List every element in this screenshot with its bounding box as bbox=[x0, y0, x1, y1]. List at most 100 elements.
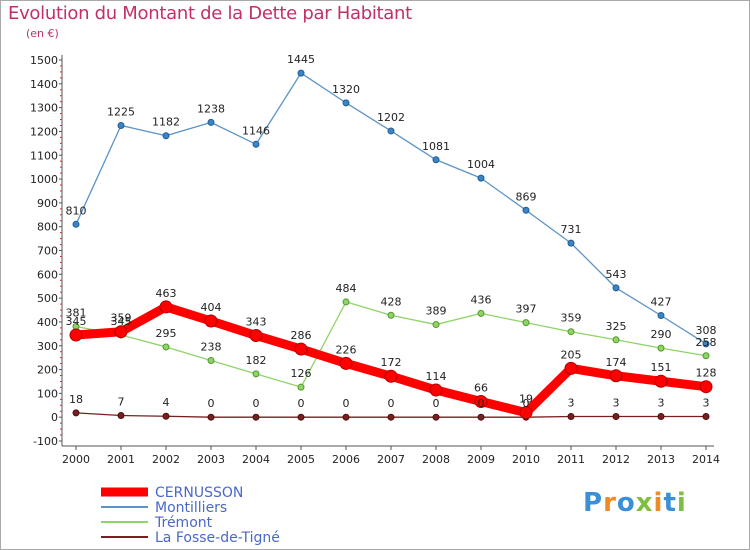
y-tick-label: 900 bbox=[37, 197, 58, 210]
data-label: 463 bbox=[156, 287, 177, 300]
data-point bbox=[609, 369, 623, 383]
data-point bbox=[387, 127, 395, 135]
y-minor-tick bbox=[60, 190, 62, 192]
data-point bbox=[252, 140, 260, 148]
y-minor-tick bbox=[60, 136, 62, 138]
y-minor-tick bbox=[60, 291, 62, 293]
y-minor-tick bbox=[60, 95, 62, 97]
data-label: 359 bbox=[111, 312, 132, 325]
data-label: 427 bbox=[651, 296, 672, 309]
y-tick-label: 0 bbox=[51, 411, 58, 424]
x-tick-label: 2012 bbox=[602, 453, 630, 466]
data-label: 19 bbox=[519, 393, 533, 406]
data-point bbox=[72, 409, 80, 417]
y-tick-label: 1200 bbox=[30, 125, 58, 138]
data-point bbox=[567, 239, 575, 247]
y-minor-tick bbox=[60, 428, 62, 430]
data-label: 1146 bbox=[242, 124, 270, 137]
data-point bbox=[567, 412, 575, 420]
y-minor-tick bbox=[60, 375, 62, 377]
data-point bbox=[432, 321, 440, 329]
data-label: 0 bbox=[343, 397, 350, 410]
data-label: 174 bbox=[606, 356, 627, 369]
data-label: 397 bbox=[516, 303, 537, 316]
legend-label: CERNUSSON bbox=[155, 485, 243, 501]
data-point bbox=[384, 369, 398, 383]
legend-label: Montilliers bbox=[155, 500, 227, 516]
y-minor-tick bbox=[60, 166, 62, 168]
data-label: 1004 bbox=[467, 158, 495, 171]
chart-title: Evolution du Montant de la Dette par Hab… bbox=[8, 3, 412, 24]
y-minor-tick bbox=[60, 255, 62, 257]
data-label: 731 bbox=[561, 223, 582, 236]
data-label: 128 bbox=[696, 367, 717, 380]
y-minor-tick bbox=[60, 351, 62, 353]
data-label: 3 bbox=[703, 396, 710, 409]
y-tick-label: 300 bbox=[37, 340, 58, 353]
data-point bbox=[387, 311, 395, 319]
data-point bbox=[297, 69, 305, 77]
data-label: 3 bbox=[613, 396, 620, 409]
data-label: 359 bbox=[561, 312, 582, 325]
data-label: 0 bbox=[523, 397, 530, 410]
data-label: 345 bbox=[111, 315, 132, 328]
y-minor-tick bbox=[60, 160, 62, 162]
data-point bbox=[567, 328, 575, 336]
data-point bbox=[519, 406, 533, 420]
y-minor-tick bbox=[60, 410, 62, 412]
data-point bbox=[249, 329, 263, 343]
y-minor-tick bbox=[60, 184, 62, 186]
data-point bbox=[114, 325, 128, 339]
data-label: 4 bbox=[163, 396, 170, 409]
data-label: 0 bbox=[388, 397, 395, 410]
y-minor-tick bbox=[60, 327, 62, 329]
y-tick-label: 400 bbox=[37, 316, 58, 329]
data-point bbox=[204, 314, 218, 328]
logo-letter: x bbox=[635, 488, 654, 518]
y-minor-tick bbox=[60, 244, 62, 246]
data-label: 0 bbox=[298, 397, 305, 410]
data-point bbox=[162, 412, 170, 420]
data-point bbox=[342, 99, 350, 107]
x-tick-label: 2014 bbox=[692, 453, 720, 466]
data-point bbox=[522, 206, 530, 214]
data-label: 114 bbox=[426, 370, 447, 383]
data-point bbox=[117, 121, 125, 129]
x-tick-label: 2011 bbox=[557, 453, 585, 466]
data-point bbox=[294, 342, 308, 356]
logo-letter: i bbox=[676, 488, 687, 518]
data-point bbox=[612, 336, 620, 344]
y-minor-tick bbox=[60, 309, 62, 311]
x-tick-label: 2009 bbox=[467, 453, 495, 466]
data-point bbox=[342, 298, 350, 306]
data-label: 389 bbox=[426, 305, 447, 318]
x-tick-label: 2002 bbox=[152, 453, 180, 466]
y-minor-tick bbox=[60, 261, 62, 263]
y-minor-tick bbox=[60, 315, 62, 317]
data-label: 151 bbox=[651, 361, 672, 374]
data-point bbox=[297, 383, 305, 391]
data-label: 308 bbox=[696, 324, 717, 337]
data-label: 0 bbox=[478, 397, 485, 410]
x-tick-label: 2010 bbox=[512, 453, 540, 466]
y-minor-tick bbox=[60, 363, 62, 365]
y-minor-tick bbox=[60, 333, 62, 335]
y-minor-tick bbox=[60, 339, 62, 341]
y-minor-tick bbox=[60, 77, 62, 79]
data-point bbox=[429, 383, 443, 397]
y-tick-label: 1400 bbox=[30, 78, 58, 91]
data-label: 343 bbox=[246, 316, 267, 329]
data-label: 205 bbox=[561, 348, 582, 361]
data-point bbox=[654, 374, 668, 388]
y-tick-label: 1000 bbox=[30, 173, 58, 186]
y-tick-label: 200 bbox=[37, 364, 58, 377]
data-label: 238 bbox=[201, 341, 222, 354]
data-point bbox=[612, 412, 620, 420]
data-point bbox=[252, 413, 260, 421]
y-tick-label: 1500 bbox=[30, 54, 58, 67]
y-minor-tick bbox=[60, 196, 62, 198]
x-tick-label: 2006 bbox=[332, 453, 360, 466]
data-label: 404 bbox=[201, 301, 222, 314]
data-point bbox=[117, 412, 125, 420]
